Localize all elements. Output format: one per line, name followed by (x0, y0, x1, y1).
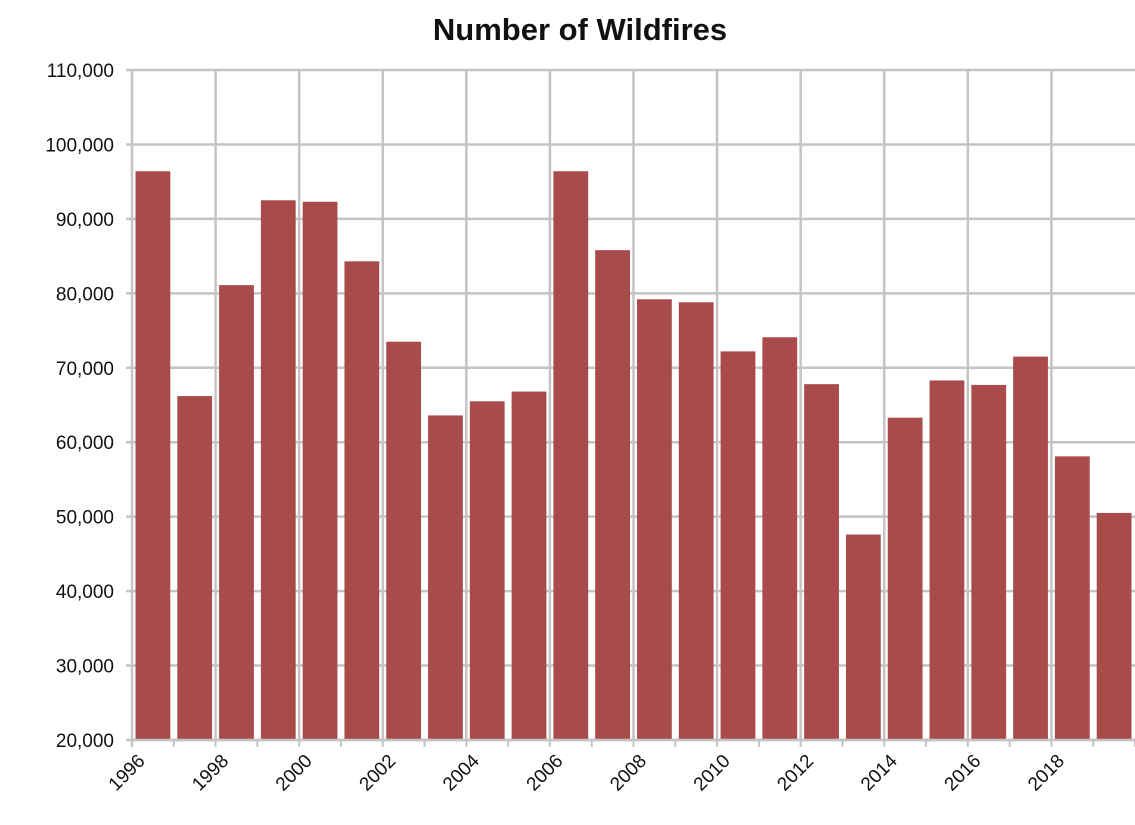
bar-2018 (1054, 456, 1090, 740)
y-axis-tick-labels: 20,000 30,000 40,000 50,000 60,000 70,000 80,0… (45, 61, 114, 752)
bar-2013 (845, 534, 881, 740)
bar-2003 (428, 415, 463, 740)
x-tick-label: 1996 (105, 751, 150, 796)
bar-1999 (260, 200, 296, 740)
y-tick-label: 70,000 (56, 359, 114, 380)
bar-2017 (1013, 356, 1048, 740)
bar-series (135, 171, 1132, 740)
bar-2004 (469, 401, 505, 740)
bar-2019 (1096, 512, 1132, 740)
bar-2001 (344, 261, 380, 740)
x-tick-label: 1998 (188, 751, 233, 796)
x-tick-label: 2012 (773, 751, 818, 796)
bar-2014 (887, 417, 923, 740)
bar-1997 (177, 396, 213, 740)
x-tick-label: 2014 (857, 750, 902, 795)
bar-2000 (302, 201, 338, 740)
chart-title: Number of Wildfires (433, 12, 727, 47)
y-tick-label: 30,000 (56, 657, 114, 678)
y-tick-label: 90,000 (56, 210, 114, 231)
bar-2008 (637, 299, 672, 740)
x-tick-label: 2010 (690, 751, 735, 796)
y-tick-label: 20,000 (56, 731, 114, 752)
y-tick-label: 60,000 (56, 433, 114, 454)
x-tick-label: 2018 (1024, 751, 1069, 796)
axes (130, 70, 1135, 747)
y-tick-label: 80,000 (56, 284, 114, 305)
bar-2002 (386, 341, 422, 740)
bar-2012 (804, 384, 839, 740)
y-tick-label: 100,000 (45, 135, 114, 156)
bar-2016 (971, 384, 1007, 740)
x-axis-tick-labels: 1996 1998 2000 2002 2004 2006 2008 2010 2012 2014… (105, 750, 1069, 795)
bar-1998 (219, 285, 254, 740)
bar-2006 (553, 171, 589, 740)
y-tick-label: 50,000 (56, 508, 114, 529)
y-tick-label: 40,000 (56, 582, 114, 603)
x-tick-label: 2016 (941, 751, 986, 796)
x-tick-label: 2004 (439, 750, 484, 795)
bar-2015 (929, 380, 965, 740)
bar-2007 (595, 250, 630, 740)
y-tick-label: 110,000 (47, 61, 114, 82)
bar-2005 (511, 391, 547, 740)
x-tick-label: 2008 (606, 751, 651, 796)
x-tick-label: 2000 (272, 751, 317, 796)
bar-2010 (720, 351, 756, 740)
x-tick-label: 2006 (523, 751, 568, 796)
bar-1996 (135, 171, 171, 740)
x-tick-label: 2002 (356, 751, 401, 796)
bar-2009 (678, 302, 714, 740)
bar-2011 (762, 337, 798, 740)
